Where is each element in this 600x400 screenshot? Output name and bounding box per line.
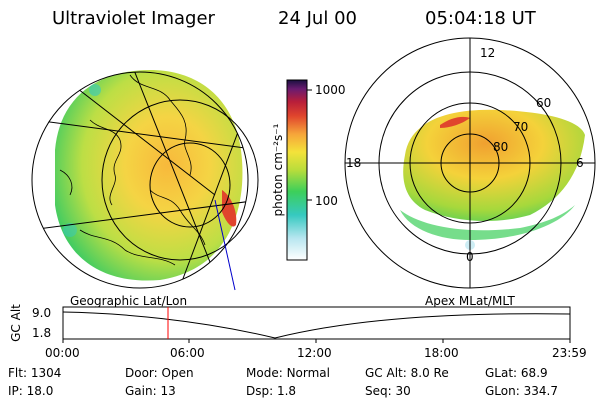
colorbar-unit-label: photon cm⁻²s⁻¹ <box>271 123 285 217</box>
info-glat: GLat: 68.9 <box>485 366 548 380</box>
info-dsp: Dsp: 1.8 <box>246 384 297 398</box>
info-ip: IP: 18.0 <box>8 384 54 398</box>
instrument-title: Ultraviolet Imager <box>52 8 215 29</box>
altitude-curve <box>62 311 571 339</box>
geo-grid <box>31 71 259 289</box>
mlt-label-18: 18 <box>346 156 362 170</box>
date-label: 24 Jul 00 <box>278 8 357 29</box>
polar-grid <box>344 37 596 289</box>
timeline-xtick-2: 12:00 <box>297 346 332 360</box>
mlt-label-6: 6 <box>576 156 584 170</box>
mlt-label-0: 0 <box>466 250 474 264</box>
colorbar-tick-1000: 1000 <box>315 83 346 97</box>
time-label: 05:04:18 UT <box>425 8 536 29</box>
mlat-label-80: 80 <box>493 140 509 154</box>
timeline-xtick-4: 23:59 <box>552 346 587 360</box>
timeline-ytick-bottom: 1.8 <box>32 326 52 340</box>
info-door: Door: Open <box>125 366 194 380</box>
geographic-image <box>55 70 243 281</box>
colorbar-tick-100: 100 <box>315 194 338 208</box>
info-gc-alt: GC Alt: 8.0 Re <box>365 366 449 380</box>
timeline-ticks <box>62 339 571 343</box>
mlt-label-12: 12 <box>480 46 496 60</box>
info-mode: Mode: Normal <box>246 366 330 380</box>
meridian-line <box>214 199 236 291</box>
info-glon: GLon: 334.7 <box>485 384 558 398</box>
left-panel-label: Geographic Lat/Lon <box>70 294 188 308</box>
colorbar <box>286 79 308 261</box>
info-seq: Seq: 30 <box>365 384 411 398</box>
info-flt: Flt: 1304 <box>8 366 62 380</box>
right-panel-label: Apex MLat/MLT <box>425 294 515 308</box>
timeline-axis-label: GC Alt <box>9 304 23 342</box>
timeline-xtick-1: 06:00 <box>170 346 205 360</box>
timeline-frame <box>62 306 571 340</box>
timeline-xtick-3: 18:00 <box>424 346 459 360</box>
info-gain: Gain: 13 <box>125 384 176 398</box>
timeline-xtick-0: 00:00 <box>45 346 80 360</box>
mlat-label-60: 60 <box>536 96 552 110</box>
timeline-ytick-top: 9.0 <box>32 306 52 320</box>
mlat-label-70: 70 <box>513 120 529 134</box>
apex-polar-image <box>400 109 585 250</box>
